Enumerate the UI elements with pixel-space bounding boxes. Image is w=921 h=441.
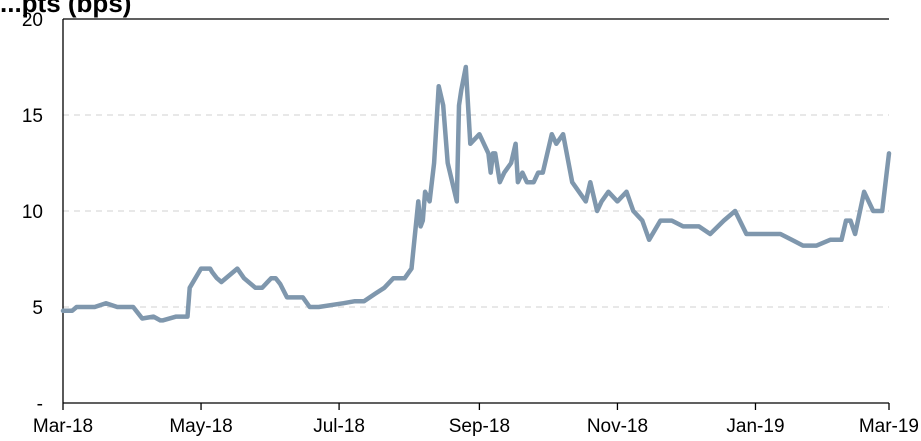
x-tick-label: Mar-18 — [33, 416, 93, 437]
y-tick-label: 10 — [22, 202, 43, 223]
x-tick-label: Nov-18 — [587, 416, 648, 437]
y-tick-label: 20 — [22, 10, 43, 31]
grid-lines — [63, 114, 889, 308]
series-layer — [60, 64, 892, 323]
axes — [62, 18, 890, 410]
x-tick-label: Sep-18 — [449, 416, 510, 437]
y-tick-label: 5 — [32, 298, 43, 319]
series-line — [60, 64, 892, 323]
chart-title: ...pts (bps) — [0, 0, 132, 18]
tick-labels: - 5 10 15 20 Mar-18 May-18 Jul-18 Sep-18 Nov-18 Ja… — [22, 10, 919, 437]
y-tick-label: - — [37, 394, 43, 415]
x-tick-label: May-18 — [169, 416, 232, 437]
x-tick-label: Jan-19 — [726, 416, 784, 437]
x-tick-label: Jul-18 — [313, 416, 365, 437]
x-tick-label: Mar-19 — [859, 416, 919, 437]
y-tick-label: 15 — [22, 106, 43, 127]
